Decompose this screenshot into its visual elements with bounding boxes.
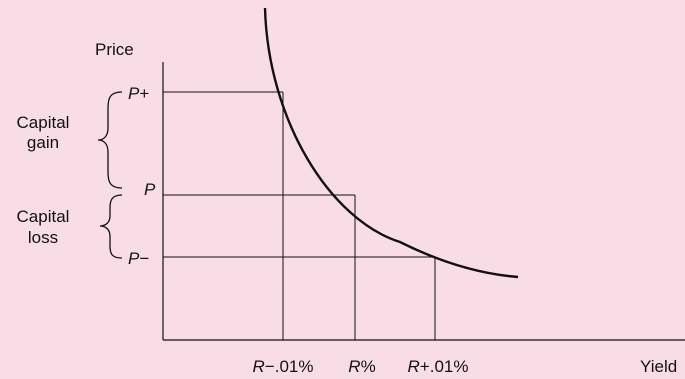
yield-high-label: R+.01% xyxy=(408,357,469,376)
capital-loss-label-line2: loss xyxy=(28,228,58,247)
capital-loss-label-line1: Capital xyxy=(17,207,70,226)
capital-gain-label-line2: gain xyxy=(27,133,59,152)
price-low-label: P− xyxy=(128,249,149,268)
x-axis-label: Yield xyxy=(640,357,677,376)
capital-loss-brace xyxy=(99,194,123,259)
y-axis-label: Price xyxy=(95,40,134,59)
price-yield-curve xyxy=(263,7,519,279)
yield-mid-label: R% xyxy=(348,357,375,376)
capital-gain-brace xyxy=(97,91,123,189)
price-high-label: P+ xyxy=(128,84,149,103)
yield-low-label: R−.01% xyxy=(253,357,314,376)
price-mid-label: P xyxy=(144,180,156,199)
capital-gain-label-line1: Capital xyxy=(17,113,70,132)
